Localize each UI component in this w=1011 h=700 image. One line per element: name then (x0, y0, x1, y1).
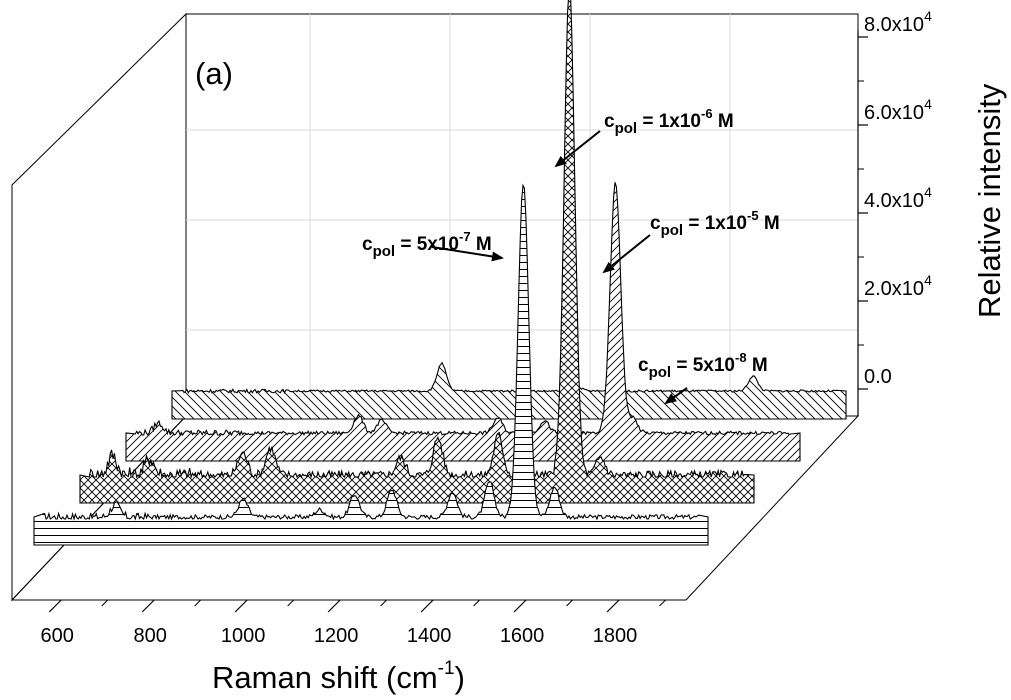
y-tick-exponent: 4 (924, 8, 932, 24)
y-tick-mantissa: 2.0x10 (864, 278, 924, 300)
y-tick-label: 8.0x104 (864, 8, 932, 36)
chart-gridlines (186, 14, 858, 416)
series-label-sup: -6 (701, 106, 713, 121)
series-2 (79, 0, 755, 504)
series-label-3: cpol = 1x10-5 M (650, 208, 780, 239)
x-axis-title-close: ) (455, 660, 465, 695)
series-label-eq: = 1x10 (637, 111, 701, 132)
chart-3d-frame (10, 12, 860, 602)
series-label-sup: -7 (459, 229, 471, 244)
series-label-var: c (638, 355, 649, 376)
x-tick-minor (380, 599, 387, 607)
series-label-4: cpol = 5x10-8 M (638, 350, 768, 381)
x-tick-minor (287, 599, 295, 607)
series-label-eq: = 1x10 (683, 213, 747, 234)
x-tick-major (420, 599, 434, 613)
x-tick-major (234, 599, 248, 613)
x-axis-title: Raman shift (cm-1) (212, 658, 465, 695)
series-area (171, 361, 847, 420)
series-label-eq: = 5x10 (395, 234, 459, 255)
x-tick-label: 1400 (407, 625, 452, 647)
series-label-arrow (431, 246, 504, 262)
x-tick-label: 800 (134, 625, 167, 647)
y-tick-label: 2.0x104 (864, 272, 932, 300)
series-3 (125, 182, 801, 462)
x-tick-label: 1000 (221, 625, 266, 647)
series-label-eq: = 5x10 (671, 355, 735, 376)
series-label-arrow (602, 234, 651, 274)
chart-series-group (33, 0, 847, 546)
left-wall (11, 12, 187, 602)
y-tick-mantissa: 8.0x10 (864, 14, 924, 36)
x-tick-label: 1800 (593, 625, 638, 647)
series-label-unit: M (471, 234, 492, 255)
x-tick-major (48, 599, 62, 613)
series-label-sup: -8 (735, 350, 747, 365)
x-axis-title-sup: -1 (438, 658, 455, 679)
x-tick-label: 1200 (314, 625, 359, 647)
x-tick-label: 1600 (500, 625, 545, 647)
series-area (33, 183, 709, 546)
y-tick-exponent: 4 (924, 272, 932, 288)
series-label-sup: -5 (747, 208, 759, 223)
x-tick-minor (194, 599, 202, 607)
x-tick-major (513, 599, 527, 613)
series-label-sub: pol (373, 243, 396, 260)
series-label-var: c (362, 234, 373, 255)
x-tick-major (606, 599, 620, 613)
x-tick-minor (566, 599, 573, 607)
series-label-unit: M (747, 355, 768, 376)
y-axis-title: Relative intensity (972, 83, 1007, 318)
series-1 (33, 183, 709, 546)
panel-label: (a) (195, 56, 233, 91)
x-tick-minor (473, 599, 480, 607)
series-label-arrow (664, 387, 688, 405)
x-tick-minor (659, 599, 666, 607)
series-area (125, 182, 801, 462)
x-axis-title-main: Raman shift (cm (212, 660, 438, 695)
y-tick-label: 0.0 (864, 366, 892, 388)
y-tick-exponent: 4 (924, 184, 932, 200)
series-label-arrow (554, 130, 601, 168)
series-label-sub: pol (649, 364, 672, 381)
series-label-var: c (650, 213, 661, 234)
x-axis: 600 800 1000 1200 1400 1600 1800 (41, 599, 666, 647)
series-label-var: c (604, 111, 615, 132)
series-4 (171, 361, 847, 420)
series-label-sub: pol (661, 222, 684, 239)
y-tick-label: 6.0x104 (864, 96, 932, 124)
y-tick-mantissa: 0.0 (864, 366, 892, 388)
x-tick-minor (101, 599, 109, 607)
y-tick-mantissa: 6.0x10 (864, 102, 924, 124)
series-label-1: cpol = 5x10-7 M (362, 229, 492, 260)
x-tick-major (141, 599, 155, 613)
y-tick-label: 4.0x104 (864, 184, 932, 212)
y-tick-exponent: 4 (924, 96, 932, 112)
series-label-sub: pol (615, 120, 638, 137)
series-label-unit: M (713, 111, 734, 132)
series-label-2: cpol = 1x10-6 M (604, 106, 734, 137)
y-tick-mantissa: 4.0x10 (864, 190, 924, 212)
series-label-unit: M (759, 213, 780, 234)
x-tick-major (327, 599, 341, 613)
x-tick-label: 600 (41, 625, 74, 647)
series-area (79, 0, 755, 504)
